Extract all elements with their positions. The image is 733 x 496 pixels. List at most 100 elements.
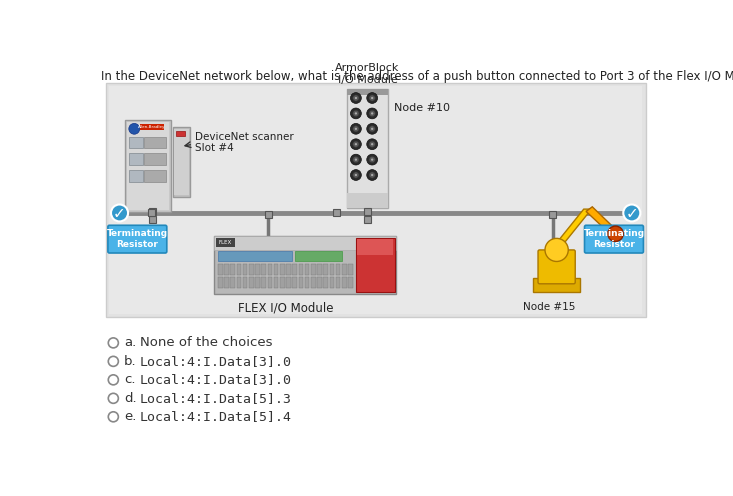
Text: ✓: ✓ — [625, 206, 638, 221]
Circle shape — [366, 93, 377, 103]
Bar — [243, 277, 248, 288]
Bar — [336, 277, 340, 288]
Circle shape — [350, 170, 361, 181]
Circle shape — [108, 356, 118, 367]
Bar — [348, 277, 353, 288]
Circle shape — [350, 154, 361, 165]
Bar — [347, 89, 388, 208]
Bar — [230, 264, 235, 275]
Text: d.: d. — [124, 392, 137, 405]
Bar — [295, 251, 342, 261]
FancyBboxPatch shape — [108, 225, 167, 253]
Text: FLEX: FLEX — [218, 240, 232, 245]
Circle shape — [355, 112, 357, 115]
Circle shape — [350, 93, 361, 103]
Bar — [292, 277, 297, 288]
Bar — [364, 208, 371, 215]
Bar — [268, 277, 272, 288]
Bar — [216, 238, 235, 247]
Bar — [265, 211, 272, 218]
Bar — [342, 264, 347, 275]
Bar — [280, 264, 284, 275]
Bar — [173, 127, 190, 196]
Circle shape — [369, 95, 375, 101]
Circle shape — [353, 172, 359, 178]
Circle shape — [350, 124, 361, 134]
Bar — [237, 277, 241, 288]
Text: FLEX I/O Module: FLEX I/O Module — [238, 302, 334, 314]
Bar — [218, 264, 223, 275]
Circle shape — [366, 154, 377, 165]
Bar — [330, 277, 334, 288]
Circle shape — [353, 141, 359, 147]
Circle shape — [623, 204, 641, 221]
Circle shape — [366, 108, 377, 119]
Text: Allen-Bradley: Allen-Bradley — [139, 125, 166, 129]
Bar — [237, 264, 241, 275]
Bar — [323, 277, 328, 288]
Bar — [243, 264, 248, 275]
Bar — [356, 238, 394, 292]
Bar — [109, 86, 642, 313]
Circle shape — [350, 108, 361, 119]
Bar — [348, 264, 353, 275]
Bar — [149, 208, 155, 215]
Bar — [268, 264, 272, 275]
Circle shape — [608, 226, 623, 242]
Circle shape — [369, 126, 375, 132]
Circle shape — [350, 139, 361, 150]
Bar — [125, 120, 172, 212]
Bar — [249, 277, 254, 288]
Circle shape — [108, 338, 118, 348]
Circle shape — [355, 143, 357, 145]
Circle shape — [366, 139, 377, 150]
Circle shape — [366, 170, 377, 181]
Bar — [224, 277, 229, 288]
FancyBboxPatch shape — [584, 225, 644, 253]
Bar — [311, 264, 316, 275]
Bar — [347, 193, 388, 208]
Text: None of the choices: None of the choices — [140, 336, 272, 349]
Bar — [280, 277, 284, 288]
Bar — [364, 216, 371, 223]
Circle shape — [371, 127, 373, 130]
Text: ArmorBlock
I/O Module: ArmorBlock I/O Module — [335, 63, 399, 85]
Bar — [305, 277, 309, 288]
Bar — [129, 153, 143, 165]
Text: Terminating
Resistor: Terminating Resistor — [583, 230, 644, 249]
Text: In the DeviceNet network below, what is the address of a push button connected t: In the DeviceNet network below, what is … — [101, 70, 733, 83]
Polygon shape — [586, 207, 619, 236]
Bar — [534, 278, 580, 292]
Circle shape — [108, 412, 118, 422]
Circle shape — [369, 141, 375, 147]
Bar — [174, 129, 189, 195]
Bar — [333, 209, 340, 216]
Circle shape — [353, 95, 359, 101]
Polygon shape — [553, 209, 592, 248]
Bar — [262, 277, 266, 288]
Text: b.: b. — [124, 355, 137, 368]
Circle shape — [108, 393, 118, 403]
Bar — [129, 136, 143, 148]
Circle shape — [369, 157, 375, 163]
Text: Local:4:I.Data[5].4: Local:4:I.Data[5].4 — [140, 410, 292, 423]
Bar — [317, 277, 322, 288]
Text: DeviceNet scanner
Slot #4: DeviceNet scanner Slot #4 — [195, 132, 293, 153]
Bar — [323, 264, 328, 275]
Bar — [230, 277, 235, 288]
Bar — [311, 277, 316, 288]
Bar — [144, 153, 166, 165]
Circle shape — [371, 112, 373, 115]
Bar — [255, 264, 259, 275]
Circle shape — [355, 158, 357, 161]
Bar — [144, 171, 166, 182]
Text: ✓: ✓ — [113, 206, 126, 221]
FancyBboxPatch shape — [538, 250, 575, 284]
Circle shape — [369, 110, 375, 117]
Circle shape — [369, 172, 375, 178]
Text: Terminating
Resistor: Terminating Resistor — [107, 230, 168, 249]
Circle shape — [371, 97, 373, 99]
Bar — [549, 211, 556, 218]
Bar — [148, 209, 155, 216]
Circle shape — [366, 124, 377, 134]
